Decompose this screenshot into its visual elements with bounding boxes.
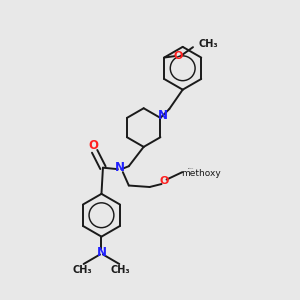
Text: N: N	[158, 109, 168, 122]
Text: O: O	[160, 176, 169, 186]
Text: O: O	[88, 140, 98, 152]
Text: O: O	[173, 51, 183, 61]
Text: N: N	[115, 161, 125, 174]
Text: methoxy: methoxy	[181, 169, 220, 178]
Text: N: N	[97, 246, 106, 259]
Text: methoxy: methoxy	[188, 168, 194, 169]
Text: CH₃: CH₃	[198, 39, 218, 49]
Text: CH₃: CH₃	[72, 265, 92, 275]
Text: CH₃: CH₃	[111, 265, 130, 275]
